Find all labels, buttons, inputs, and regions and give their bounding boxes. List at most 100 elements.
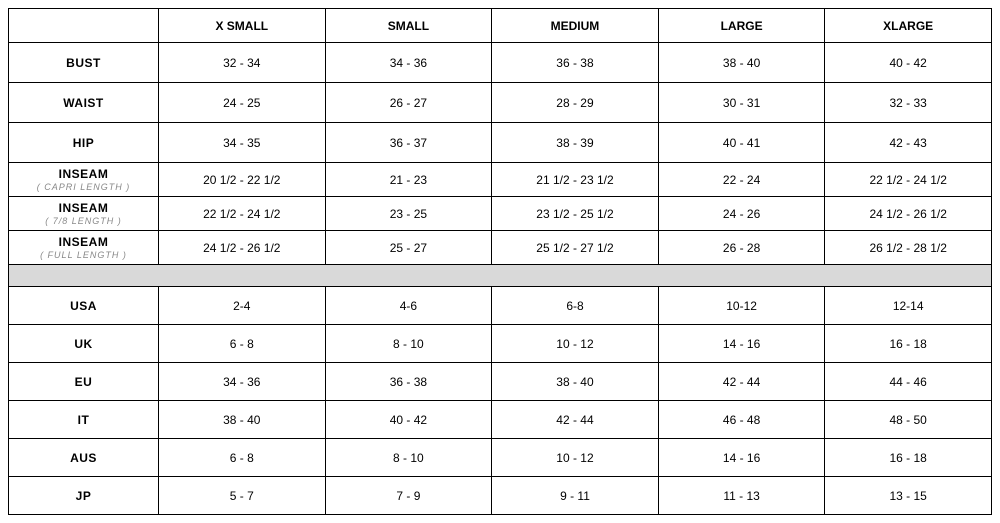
row-label: HIP [9,123,159,163]
cell: 28 - 29 [492,83,659,123]
cell: 30 - 31 [658,83,825,123]
cell: 5 - 7 [159,477,326,515]
table-row: IT 38 - 40 40 - 42 42 - 44 46 - 48 48 - … [9,401,992,439]
table-row: USA 2-4 4-6 6-8 10-12 12-14 [9,287,992,325]
table-row: INSEAM ( CAPRI LENGTH ) 20 1/2 - 22 1/2 … [9,163,992,197]
cell: 48 - 50 [825,401,992,439]
cell: 26 - 27 [325,83,492,123]
row-label-main: INSEAM [59,235,109,249]
cell: 8 - 10 [325,325,492,363]
row-label-sub: ( 7/8 LENGTH ) [11,216,156,226]
cell: 26 1/2 - 28 1/2 [825,231,992,265]
table-row: INSEAM ( FULL LENGTH ) 24 1/2 - 26 1/2 2… [9,231,992,265]
table-row: UK 6 - 8 8 - 10 10 - 12 14 - 16 16 - 18 [9,325,992,363]
cell: 16 - 18 [825,439,992,477]
cell: 24 1/2 - 26 1/2 [159,231,326,265]
cell: 38 - 40 [658,43,825,83]
cell: 20 1/2 - 22 1/2 [159,163,326,197]
row-label: INSEAM ( CAPRI LENGTH ) [9,163,159,197]
cell: 4-6 [325,287,492,325]
row-label-sub: ( CAPRI LENGTH ) [11,182,156,192]
cell: 25 1/2 - 27 1/2 [492,231,659,265]
col-header: SMALL [325,9,492,43]
cell: 38 - 40 [159,401,326,439]
cell: 14 - 16 [658,439,825,477]
cell: 34 - 36 [325,43,492,83]
table-row: JP 5 - 7 7 - 9 9 - 11 11 - 13 13 - 15 [9,477,992,515]
table-row: AUS 6 - 8 8 - 10 10 - 12 14 - 16 16 - 18 [9,439,992,477]
row-label: EU [9,363,159,401]
row-label: BUST [9,43,159,83]
cell: 32 - 33 [825,83,992,123]
row-label: AUS [9,439,159,477]
cell: 12-14 [825,287,992,325]
cell: 23 - 25 [325,197,492,231]
col-header: LARGE [658,9,825,43]
cell: 36 - 38 [325,363,492,401]
col-header: XLARGE [825,9,992,43]
row-label: USA [9,287,159,325]
row-label-sub: ( FULL LENGTH ) [11,250,156,260]
cell: 26 - 28 [658,231,825,265]
cell: 24 1/2 - 26 1/2 [825,197,992,231]
cell: 36 - 37 [325,123,492,163]
cell: 23 1/2 - 25 1/2 [492,197,659,231]
cell: 46 - 48 [658,401,825,439]
table-row: HIP 34 - 35 36 - 37 38 - 39 40 - 41 42 -… [9,123,992,163]
cell: 24 - 26 [658,197,825,231]
cell: 36 - 38 [492,43,659,83]
cell: 7 - 9 [325,477,492,515]
cell: 22 - 24 [658,163,825,197]
row-label: INSEAM ( 7/8 LENGTH ) [9,197,159,231]
table-row: WAIST 24 - 25 26 - 27 28 - 29 30 - 31 32… [9,83,992,123]
cell: 34 - 36 [159,363,326,401]
row-label: IT [9,401,159,439]
cell: 10 - 12 [492,439,659,477]
cell: 13 - 15 [825,477,992,515]
cell: 14 - 16 [658,325,825,363]
spacer-cell [9,265,992,287]
cell: 40 - 42 [325,401,492,439]
cell: 10-12 [658,287,825,325]
cell: 8 - 10 [325,439,492,477]
cell: 6 - 8 [159,439,326,477]
cell: 38 - 40 [492,363,659,401]
cell: 38 - 39 [492,123,659,163]
cell: 42 - 44 [658,363,825,401]
cell: 10 - 12 [492,325,659,363]
col-header: X SMALL [159,9,326,43]
cell: 42 - 43 [825,123,992,163]
row-label-main: INSEAM [59,167,109,181]
row-label: INSEAM ( FULL LENGTH ) [9,231,159,265]
cell: 16 - 18 [825,325,992,363]
cell: 21 1/2 - 23 1/2 [492,163,659,197]
spacer-row [9,265,992,287]
cell: 6 - 8 [159,325,326,363]
col-header: MEDIUM [492,9,659,43]
cell: 40 - 42 [825,43,992,83]
cell: 9 - 11 [492,477,659,515]
cell: 22 1/2 - 24 1/2 [825,163,992,197]
size-chart-table: X SMALL SMALL MEDIUM LARGE XLARGE BUST 3… [8,8,992,515]
body-measurements: BUST 32 - 34 34 - 36 36 - 38 38 - 40 40 … [9,43,992,515]
table-row: INSEAM ( 7/8 LENGTH ) 22 1/2 - 24 1/2 23… [9,197,992,231]
row-label: UK [9,325,159,363]
cell: 22 1/2 - 24 1/2 [159,197,326,231]
cell: 11 - 13 [658,477,825,515]
cell: 25 - 27 [325,231,492,265]
row-label-main: INSEAM [59,201,109,215]
cell: 24 - 25 [159,83,326,123]
row-label: WAIST [9,83,159,123]
table-row: EU 34 - 36 36 - 38 38 - 40 42 - 44 44 - … [9,363,992,401]
cell: 6-8 [492,287,659,325]
header-empty [9,9,159,43]
row-label: JP [9,477,159,515]
cell: 2-4 [159,287,326,325]
cell: 42 - 44 [492,401,659,439]
cell: 34 - 35 [159,123,326,163]
header-row: X SMALL SMALL MEDIUM LARGE XLARGE [9,9,992,43]
cell: 40 - 41 [658,123,825,163]
cell: 32 - 34 [159,43,326,83]
cell: 21 - 23 [325,163,492,197]
cell: 44 - 46 [825,363,992,401]
